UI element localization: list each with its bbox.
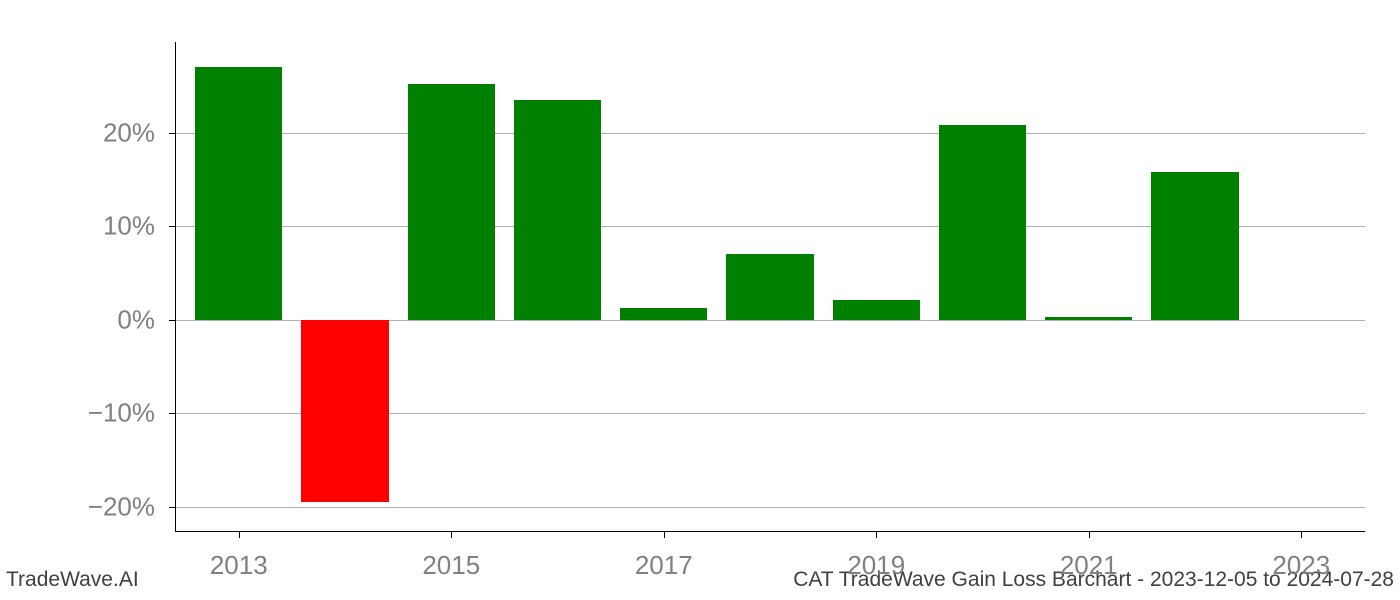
bar-2021	[1045, 317, 1132, 320]
gridline	[175, 507, 1365, 508]
xtick-mark	[239, 532, 240, 538]
xtick-label-2019: 2019	[847, 550, 905, 581]
bar-2018	[726, 254, 813, 319]
xtick-label-2015: 2015	[422, 550, 480, 581]
xtick-mark	[1301, 532, 1302, 538]
axis-spine-left	[175, 42, 176, 532]
xtick-mark	[664, 532, 665, 538]
ytick-mark	[169, 413, 175, 414]
bar-2013	[195, 67, 282, 319]
bar-2016	[514, 100, 601, 320]
ytick-mark	[169, 133, 175, 134]
axis-spine-bottom	[175, 531, 1365, 532]
footer-brand: TradeWave.AI	[6, 568, 139, 592]
xtick-mark	[876, 532, 877, 538]
plot-area	[175, 42, 1365, 532]
ytick-label: −10%	[88, 398, 155, 429]
gain-loss-barchart: TradeWave.AI CAT TradeWave Gain Loss Bar…	[0, 0, 1400, 600]
gridline	[175, 133, 1365, 134]
bar-2022	[1151, 172, 1238, 320]
bar-2014	[301, 320, 388, 502]
ytick-label: 10%	[103, 211, 155, 242]
xtick-label-2013: 2013	[210, 550, 268, 581]
xtick-label-2021: 2021	[1060, 550, 1118, 581]
bar-2017	[620, 308, 707, 320]
ytick-label: 0%	[117, 304, 155, 335]
xtick-mark	[1089, 532, 1090, 538]
ytick-mark	[169, 226, 175, 227]
ytick-mark	[169, 507, 175, 508]
ytick-label: −20%	[88, 491, 155, 522]
xtick-mark	[451, 532, 452, 538]
ytick-label: 20%	[103, 117, 155, 148]
xtick-label-2017: 2017	[635, 550, 693, 581]
ytick-mark	[169, 320, 175, 321]
bar-2015	[408, 84, 495, 320]
bar-2019	[833, 300, 920, 320]
bar-2020	[939, 125, 1026, 320]
xtick-label-2023: 2023	[1272, 550, 1330, 581]
